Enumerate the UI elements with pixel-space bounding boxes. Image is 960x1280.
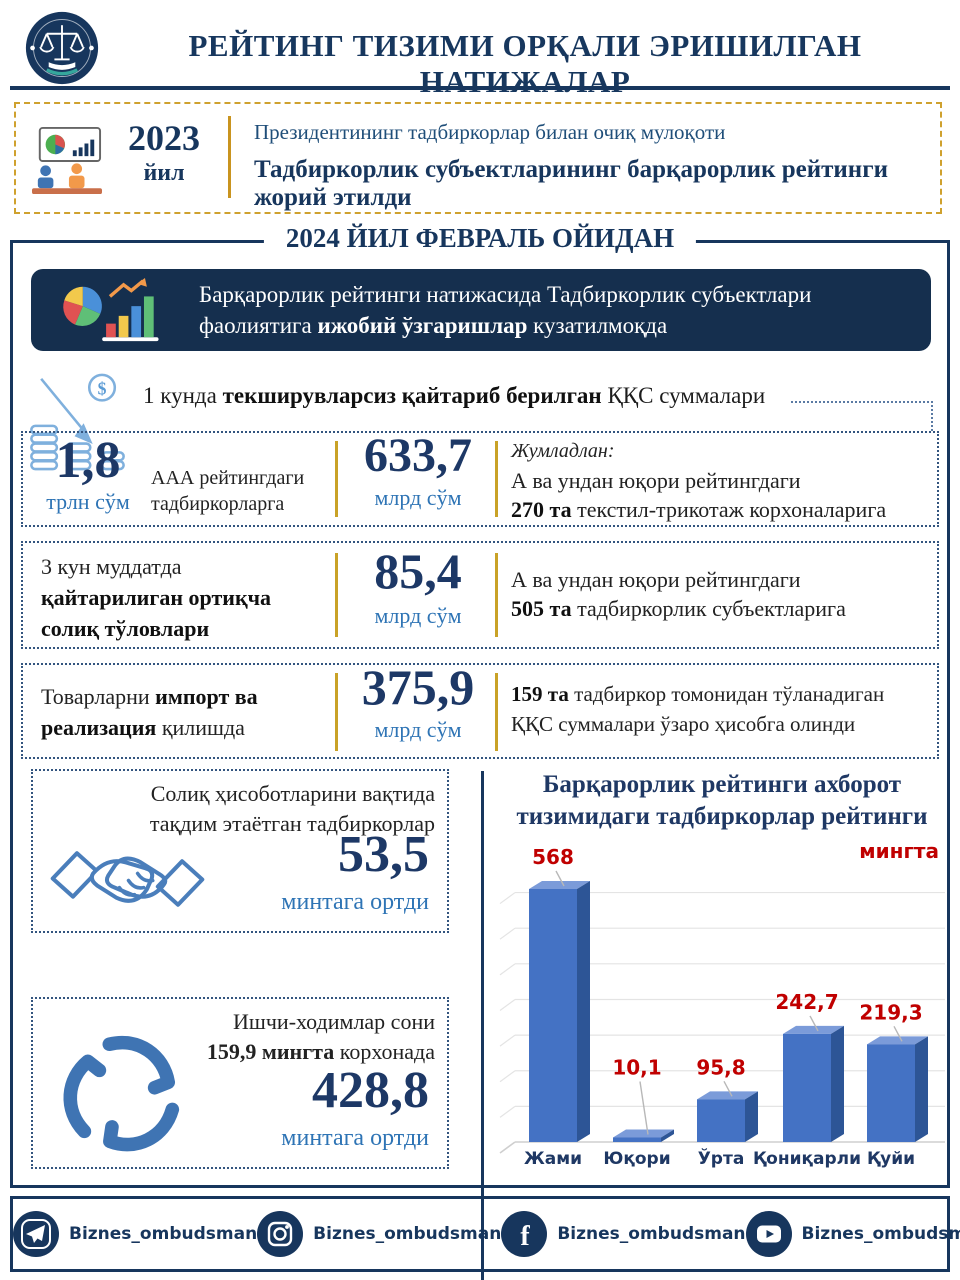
youtube-icon [745,1211,792,1257]
facebook-glyph: f [521,1221,531,1252]
svg-text:Ўрта: Ўрта [698,1147,745,1169]
gold-divider [335,673,338,751]
banner-text: Барқарорлик рейтинги натижасида Тадбирко… [199,282,812,338]
stat4-value: 375,9 [361,659,475,715]
svg-text:219,3: 219,3 [859,1000,922,1024]
year-divider [228,116,231,198]
pie-bar-chart-icon [63,277,159,342]
stat1-unit: трлн сўм [46,489,130,514]
page-title: РЕЙТИНГ ТИЗИМИ ОРҚАЛИ ЭРИШИЛГАН НАТИЖАЛА… [188,28,862,99]
svg-text:95,8: 95,8 [696,1055,745,1079]
president-dialog-text: Президентининг тадбиркорлар билан очиқ м… [254,120,726,144]
gold-divider [495,441,498,517]
chart-bar-0: 568 Жами [524,847,590,1169]
social-instagram[interactable]: Biznes_ombudsman [257,1211,501,1257]
stat1-label: ААА рейтингдаги тадбиркорларга [151,467,305,515]
dotted-connector-horizontal [791,401,933,403]
svg-text:242,7: 242,7 [775,990,838,1014]
svg-text:Қониқарли: Қониқарли [753,1149,861,1169]
svg-text:10,1: 10,1 [612,1056,661,1080]
positive-changes-banner: Барқарорлик рейтинги натижасида Тадбирко… [31,269,931,351]
tax-reports-value: 53,5 [338,826,429,883]
year-label: 2023 йил [106,118,222,188]
chart-unit-label: мингта [859,839,939,863]
teamwork-hands-icon [63,1035,180,1152]
year-2023-callout: 2023 йил Президентининг тадбиркорлар бил… [14,102,942,214]
zhumladan-label: Жумладлан: [511,440,615,462]
tax-reports-box: Солиқ ҳисоботларини вақтида тақдим этаёт… [31,769,449,933]
tax-reports-growth-label: минтага ортди [281,889,429,915]
workers-value: 428,8 [312,1062,429,1119]
social-footer: Biznes_ombudsman Biznes_ombudsman f Bizn… [10,1196,960,1272]
stat4-unit: млрд сўм [374,717,462,742]
dotted-connector-vertical [931,401,933,431]
svg-text:568: 568 [532,847,574,869]
social-handle: Biznes_ombudsman [557,1224,746,1244]
rating-introduced-text: Тадбиркорлик субъектларининг барқарорлик… [254,156,888,211]
results-2024-section: 2024 ЙИЛ ФЕВРАЛЬ ОЙИДАН Барқарорлик рейт… [10,223,950,1280]
year-value: 2023 [128,118,200,158]
chart-title: Барқарорлик рейтинги ахборот тизимидаги … [516,771,928,830]
section-title: 2024 ЙИЛ ФЕВРАЛЬ ОЙИДАН [263,223,697,254]
facebook-icon: f [501,1211,548,1257]
svg-text:Жами: Жами [524,1149,582,1169]
social-youtube[interactable]: Biznes_ombudsman [745,1211,960,1257]
chart-bar-1: 10,1 Юқори [603,1056,674,1169]
vertical-divider [481,771,484,1280]
stat-row-import-vat: Товарларни импорт ва реализация қилишда … [21,659,939,759]
row1-heading: 1 кунда текширувларсиз қайтариб берилган… [143,383,766,408]
stat-row-vat-refund: 1,8 трлн сўм ААА рейтингдаги тадбиркорла… [21,429,939,527]
stat1-value: 1,8 [55,432,121,489]
header-divider [10,86,950,90]
gold-divider [335,553,338,637]
stat2-value: 633,7 [364,429,472,482]
instagram-icon [257,1211,304,1257]
chart-bar-2: 95,8 Ўрта [696,1055,758,1169]
workers-growth-label: минтага ортди [281,1125,429,1151]
dollar-glyph: $ [98,378,107,398]
tax-reports-text: Солиқ ҳисоботларини вақтида тақдим этаёт… [149,781,435,836]
social-facebook[interactable]: f Biznes_ombudsman [501,1211,746,1257]
chart-bar-3: 242,7 Қониқарли [753,990,861,1169]
social-handle: Biznes_ombudsman [69,1224,258,1244]
gold-divider [495,553,498,637]
chart-bar-4: 219,3 Қуйи [859,1000,928,1169]
gold-divider [335,441,338,517]
rating-chart-panel: Барқарорлик рейтинги ахборот тизимидаги … [493,763,951,1280]
gold-divider [495,673,498,751]
year-word: йил [143,160,185,186]
social-telegram[interactable]: Biznes_ombudsman [13,1211,257,1257]
stat-row-excess-tax: 3 кун муддатда қайтарилиган ортиқча соли… [21,541,939,649]
presentation-meeting-icon [32,126,102,195]
workers-text: Ишчи-ходимлар сони 159,9 мингта корхонад… [206,1009,435,1064]
social-handle: Biznes_ombudsman [801,1224,960,1244]
biznes-ombudsman-logo-icon [25,11,99,85]
stat3-value: 85,4 [374,543,462,599]
social-handle: Biznes_ombudsman [313,1224,502,1244]
handshake-icon [50,851,205,907]
workers-box: Ишчи-ходимлар сони 159,9 мингта корхонад… [31,997,449,1169]
telegram-icon [13,1211,59,1257]
stability-rating-bar-chart: 568Жами10,1Юқори95,8Ўрта242,7Қониқарли21… [499,847,945,1169]
svg-text:Қуйи: Қуйи [867,1149,915,1169]
stat3-unit: млрд сўм [374,603,462,628]
svg-text:Юқори: Юқори [603,1149,670,1169]
stat2-unit: млрд сўм [374,485,462,510]
